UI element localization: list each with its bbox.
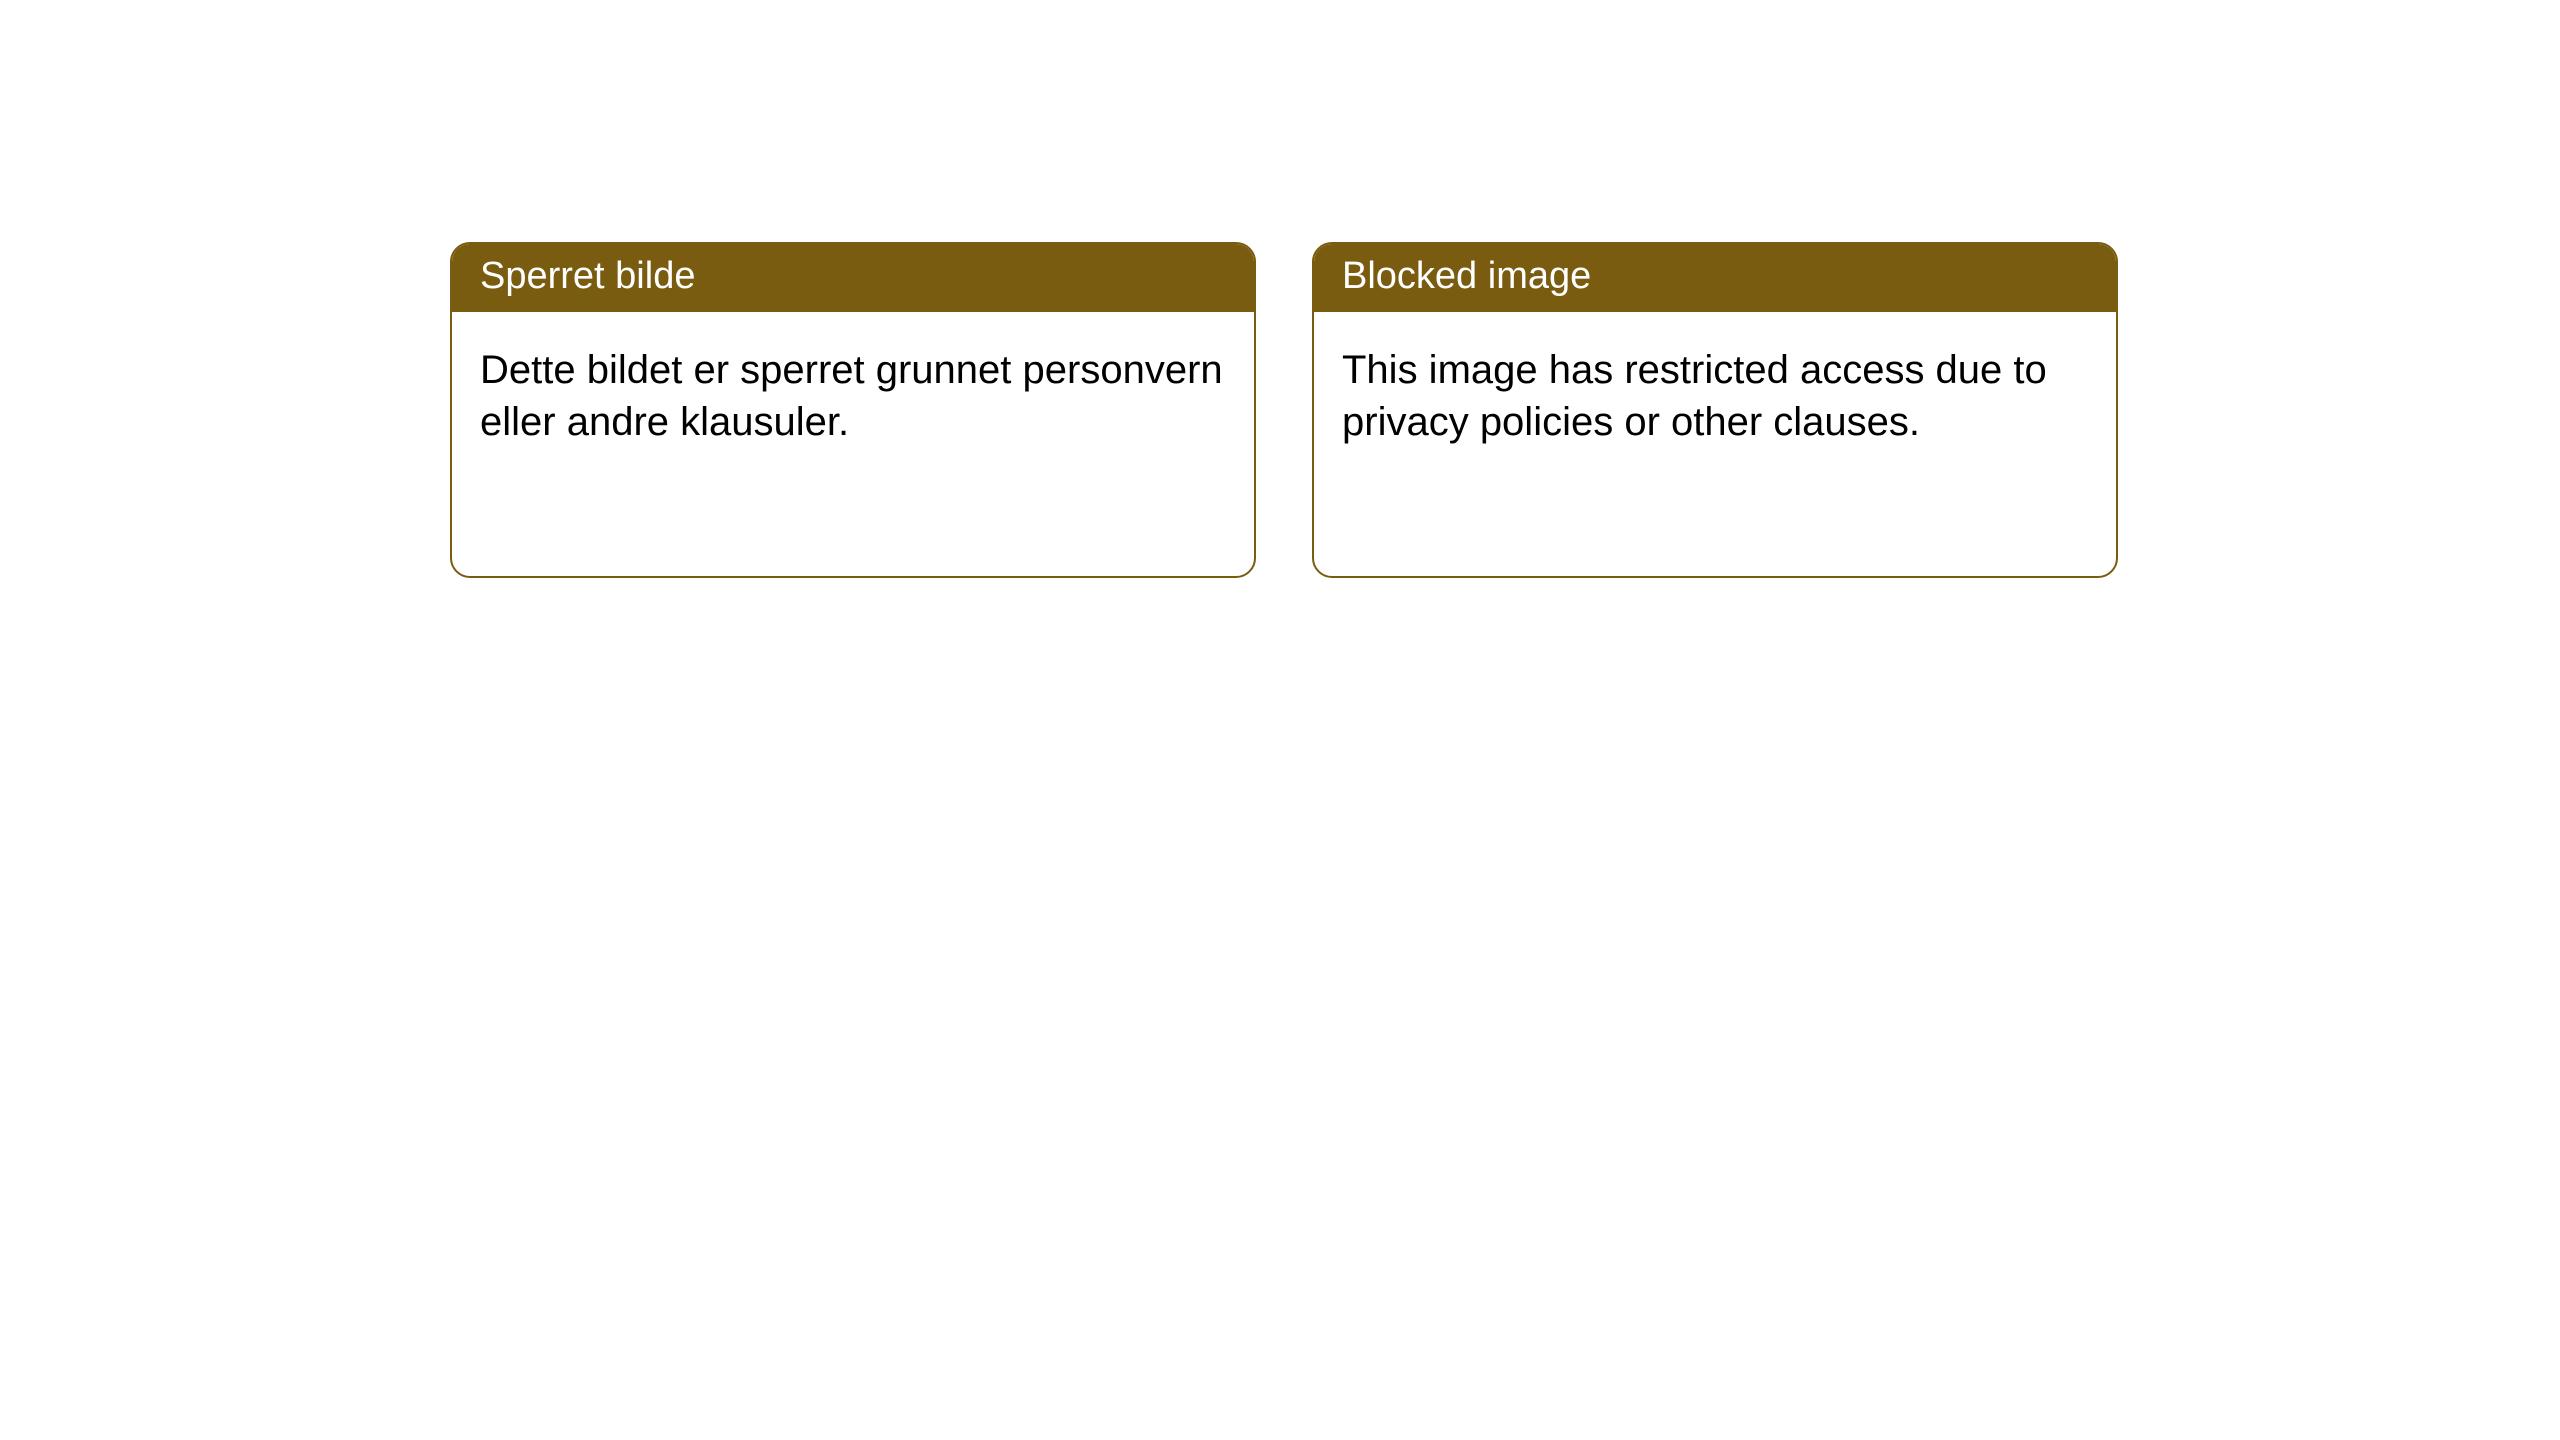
notice-card-norwegian: Sperret bilde Dette bildet er sperret gr… <box>450 242 1256 578</box>
notice-cards-container: Sperret bilde Dette bildet er sperret gr… <box>0 0 2560 578</box>
notice-header: Blocked image <box>1314 244 2116 312</box>
notice-body: Dette bildet er sperret grunnet personve… <box>452 312 1254 480</box>
notice-body: This image has restricted access due to … <box>1314 312 2116 480</box>
notice-card-english: Blocked image This image has restricted … <box>1312 242 2118 578</box>
notice-header: Sperret bilde <box>452 244 1254 312</box>
